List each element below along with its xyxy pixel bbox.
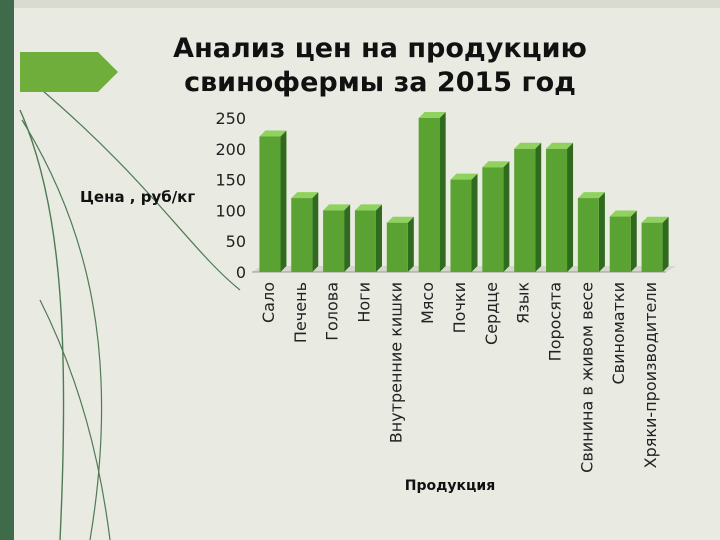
y-tick-label: 200 — [215, 140, 246, 159]
category-label: Свинина в живом весе — [577, 282, 596, 473]
top-band — [0, 0, 720, 8]
category-label: Язык — [514, 282, 533, 324]
y-tick-label: 50 — [226, 232, 246, 251]
bar — [482, 161, 510, 272]
bar — [259, 130, 287, 272]
category-label: Сердце — [482, 282, 501, 345]
bar — [323, 204, 351, 272]
y-tick-label: 0 — [236, 263, 246, 282]
title-line-2: свинофермы за 2015 год — [184, 67, 576, 98]
category-label: Внутренние кишки — [386, 282, 405, 443]
y-tick-label: 250 — [215, 109, 246, 128]
category-label: Свиноматки — [609, 282, 628, 385]
green-arrow-tab — [20, 52, 118, 92]
bar — [609, 210, 637, 272]
bar — [450, 173, 478, 272]
y-tick-label: 100 — [215, 201, 246, 220]
category-label: Голова — [323, 282, 342, 341]
bar — [514, 142, 542, 272]
bar — [577, 192, 605, 272]
bar — [354, 204, 382, 272]
slide-title: Анализ цен на продукцию свинофермы за 20… — [170, 32, 590, 100]
bar — [418, 112, 446, 272]
left-sidebar-strip — [0, 0, 14, 540]
bar — [546, 142, 574, 272]
category-label: Ноги — [354, 282, 373, 323]
y-tick-label: 150 — [215, 171, 246, 190]
category-label: Мясо — [418, 282, 437, 324]
bar — [641, 216, 669, 272]
category-label: Почки — [450, 282, 469, 333]
category-label: Сало — [259, 282, 278, 323]
category-label: Печень — [291, 282, 310, 343]
title-line-1: Анализ цен на продукцию — [173, 33, 587, 64]
category-label: Поросята — [546, 282, 565, 361]
bar — [291, 192, 319, 272]
y-axis-title: Цена , руб/кг — [80, 188, 196, 206]
bar — [386, 216, 414, 272]
category-label: Хряки-производители — [641, 282, 660, 468]
x-axis-title: Продукция — [404, 478, 496, 494]
